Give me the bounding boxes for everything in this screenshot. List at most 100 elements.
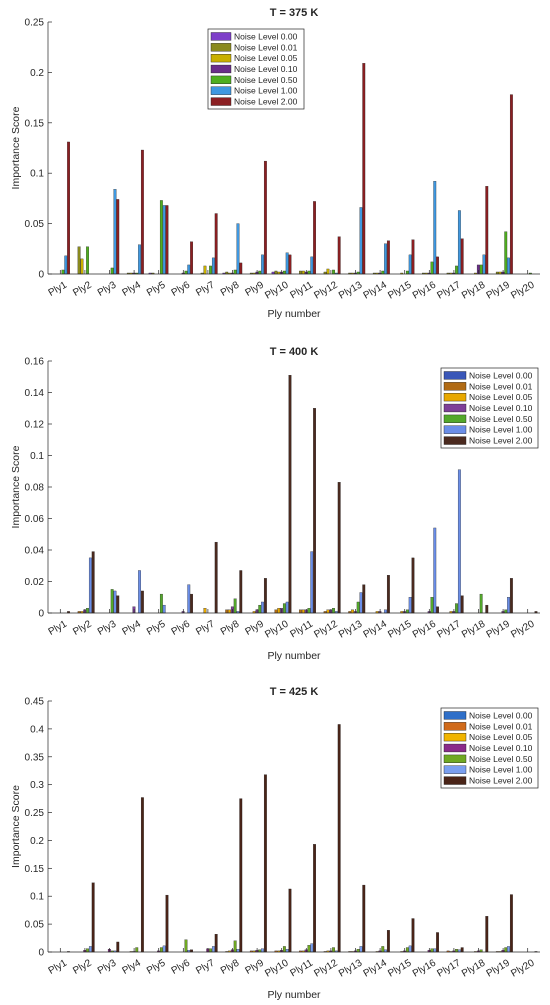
x-tick-label: Ply5 (145, 957, 168, 976)
bar-ply14-series-5 (384, 243, 387, 275)
bar-ply11-series-6 (313, 408, 316, 614)
y-tick-label: 0.2 (30, 836, 44, 847)
chart-title: T = 400 K (270, 346, 319, 358)
bar-ply17-series-6 (460, 595, 464, 614)
x-tick-label: Ply8 (219, 618, 242, 637)
x-tick-label: Ply3 (96, 279, 119, 298)
bar-ply6-series-5 (187, 584, 191, 614)
y-tick-label: 0.06 (25, 514, 45, 525)
bar-ply13-series-4 (356, 949, 360, 953)
bar-ply14-series-6 (386, 575, 390, 614)
y-axis-label: Importance Score (10, 785, 22, 868)
legend-swatch (210, 86, 232, 95)
legend-entry-label: Noise Level 0.01 (469, 721, 533, 731)
bar-ply4-series-4 (135, 947, 139, 953)
bar-ply13-series-5 (359, 592, 363, 614)
x-tick-label: Ply20 (509, 279, 537, 301)
legend-entry-label: Noise Level 2.00 (234, 97, 298, 107)
bar-ply5-series-5 (162, 205, 166, 275)
x-tick-label: Ply19 (485, 618, 513, 640)
x-tick-label: Ply3 (96, 618, 119, 637)
bar-ply3-series-6 (116, 941, 120, 953)
bar-ply14-series-4 (381, 270, 385, 275)
legend-entry-label: Noise Level 1.00 (234, 86, 298, 96)
bar-ply9-series-5 (261, 601, 264, 614)
bar-ply5-series-4 (159, 593, 163, 614)
bar-ply7-series-4 (209, 265, 212, 275)
x-tick-label: Ply13 (337, 279, 365, 301)
x-tick-label: Ply3 (96, 957, 119, 976)
bar-ply9-series-6 (263, 160, 267, 275)
x-tick-label: Ply1 (47, 957, 70, 976)
bar-ply19-series-6 (509, 94, 513, 275)
y-tick-label: 0.08 (25, 483, 45, 494)
bar-ply16-series-6 (436, 932, 439, 953)
legend-entry-label: Noise Level 0.10 (234, 64, 298, 74)
bar-ply4-series-5 (138, 570, 141, 614)
y-tick-label: 0.12 (25, 420, 45, 431)
bar-ply15-series-6 (411, 239, 415, 275)
bar-ply12-series-4 (332, 947, 335, 953)
legend-entry-label: Noise Level 0.50 (234, 75, 298, 85)
x-tick-label: Ply16 (411, 957, 439, 979)
x-tick-label: Ply15 (386, 618, 414, 640)
bar-ply4-series-6 (140, 797, 144, 953)
bar-ply6-series-4 (184, 939, 188, 953)
bar-ply6-series-4 (184, 270, 188, 275)
bar-ply15-series-6 (411, 918, 415, 953)
bar-ply7-series-4 (209, 948, 212, 953)
bar-ply6-series-6 (190, 241, 193, 275)
bar-ply13-series-5 (359, 207, 363, 275)
x-tick-label: Ply20 (509, 618, 537, 640)
bar-ply4-series-6 (140, 590, 144, 614)
x-tick-label: Ply16 (411, 618, 439, 640)
bar-ply12-series-2 (326, 609, 330, 614)
legend-swatch (210, 64, 232, 74)
bar-ply12-series-6 (337, 482, 341, 614)
x-tick-label: Ply18 (460, 957, 488, 979)
legend-entry-label: Noise Level 1.00 (469, 765, 533, 775)
bar-ply4-series-6 (140, 149, 144, 275)
x-tick-label: Ply15 (386, 957, 414, 979)
y-tick-label: 0.2 (30, 68, 44, 79)
x-axis-label: Ply number (267, 989, 321, 1001)
bar-ply8-series-6 (239, 570, 243, 614)
bar-ply7-series-6 (214, 213, 218, 275)
legend-swatch (443, 733, 467, 742)
bar-ply2-series-4 (86, 608, 89, 614)
bar-ply19-series-4 (504, 947, 508, 953)
bar-ply8-series-1 (225, 609, 229, 614)
y-tick-label: 0.15 (25, 864, 45, 875)
bar-ply11-series-4 (307, 608, 311, 614)
bar-ply8-series-4 (233, 598, 237, 614)
bars (61, 63, 532, 275)
legend-entry-label: Noise Level 0.05 (469, 392, 533, 402)
bar-ply10-series-6 (288, 888, 292, 953)
bar-ply16-series-5 (433, 527, 437, 614)
legend-swatch (443, 425, 467, 434)
x-tick-label: Ply4 (120, 279, 143, 298)
bar-ply2-series-1 (77, 246, 81, 275)
y-tick-label: 0.14 (25, 388, 45, 399)
bar-ply14-series-4 (381, 946, 385, 953)
legend-swatch (210, 97, 232, 106)
bar-ply17-series-4 (455, 603, 458, 614)
y-tick-label: 0.16 (25, 357, 45, 368)
bar-ply16-series-6 (436, 256, 439, 275)
y-tick-label: 0.1 (30, 169, 44, 180)
bar-ply11-series-2 (301, 609, 305, 614)
x-tick-label: Ply12 (312, 279, 340, 301)
x-tick-label: Ply17 (435, 279, 463, 301)
bar-ply18-series-6 (485, 916, 489, 953)
bar-ply3-series-6 (116, 595, 120, 614)
bar-ply2-series-6 (91, 882, 95, 953)
chart-panel-t400: T = 400 K 0 0.02 0.04 0.06 0.08 0.1 0.12 0.14 0.1… (10, 346, 540, 662)
legend-box (440, 367, 539, 449)
bar-ply7-series-6 (214, 934, 218, 953)
x-tick-label: Ply7 (194, 618, 217, 637)
y-tick-label: 0.05 (25, 920, 45, 931)
chart-title: T = 375 K (270, 7, 319, 19)
chart-panel-t425: T = 425 K 0 0.05 0.1 0.15 0.2 0.25 0.3 0.35 0.4 0.… (10, 686, 540, 1001)
